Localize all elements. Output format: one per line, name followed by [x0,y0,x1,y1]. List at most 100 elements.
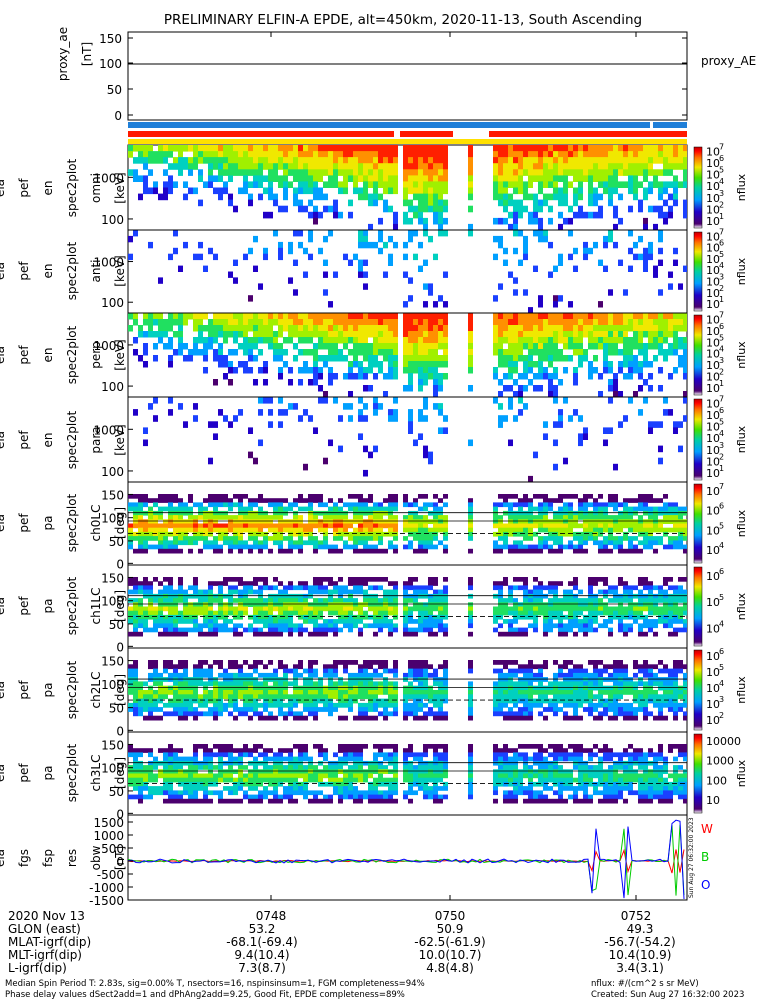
energy-cell [563,343,568,350]
pa-cell [328,519,333,524]
pa-cell [588,593,593,599]
pa-cell [163,660,168,665]
energy-cell [193,403,198,410]
pa-cell [293,598,298,603]
energy-cell [438,187,443,195]
energy-cell [568,253,573,261]
energy-cell [653,325,658,332]
energy-cell [658,331,663,338]
pa-cell [373,707,378,712]
pa-cell [138,502,143,508]
pa-cell [423,619,428,624]
energy-cell [433,379,438,386]
pa-cell [178,585,183,591]
pa-cell [148,664,153,670]
energy-cell [438,199,443,207]
pa-cell [178,502,183,508]
pa-cell [223,677,228,682]
pa-cell [603,515,608,520]
energy-cell [313,169,318,176]
energy-cell [578,415,583,422]
energy-cell [338,337,343,344]
energy-cell [658,211,663,219]
pa-cell [143,606,148,612]
pa-cell [263,606,268,612]
pa-cell [418,627,423,633]
pa-cell [283,598,288,603]
energy-cell [418,145,423,152]
pa-cell [663,515,668,520]
energy-cell [283,205,288,213]
energy-cell [608,337,613,344]
pa-cell [508,585,513,591]
pa-cell [298,627,303,633]
pa-cell [303,698,308,704]
pa-cell [243,544,248,550]
energy-cell [383,151,388,158]
pa-cell [653,498,658,503]
pa-cell [618,577,623,582]
pa-cell [423,548,428,554]
energy-cell [273,313,278,320]
energy-cell [323,331,328,338]
energy-cell [408,199,413,207]
energy-cell [578,151,583,158]
pa-cell [338,610,343,616]
energy-cell [203,157,208,164]
energy-cell [678,325,683,332]
pa-cell [143,614,148,620]
energy-cell [363,313,368,320]
pa-cell [363,602,368,607]
energy-cell [498,361,503,368]
pa-cell [533,585,538,591]
energy-cell [558,349,563,356]
pa-cell [643,585,648,591]
energy-cell [373,355,378,362]
pa-cell [178,619,183,624]
energy-cell [658,151,663,158]
energy-cell [243,319,248,326]
energy-cell [683,313,687,320]
pa-cell [628,598,633,603]
energy-cell [498,235,503,243]
energy-cell [553,391,558,398]
energy-cell [308,145,313,152]
pa-cell [443,585,448,591]
energy-cell [263,187,268,195]
pa-cell [363,519,368,524]
pa-cell [508,610,513,616]
energy-cell [373,163,378,170]
pa-cell [578,627,583,633]
energy-cell [153,319,158,326]
pa-cell [143,707,148,712]
pa-cell [253,631,258,637]
pa-cell [343,598,348,603]
energy-cell [583,211,588,219]
pa-cell [228,681,233,687]
pa-cell [263,536,268,541]
energy-cell [273,169,278,176]
pa-cell [423,515,428,520]
pa-cell [253,694,258,700]
energy-cell [618,259,623,266]
energy-cell [593,313,598,320]
energy-cell [438,403,443,410]
pa-cell [138,690,143,695]
pa-cell [208,698,213,704]
energy-cell [128,151,133,158]
pa-cell [333,602,338,607]
energy-cell [263,367,268,374]
energy-cell [438,427,443,434]
pa-cell [143,702,148,708]
pa-cell [153,672,158,678]
pa-cell [393,694,398,700]
pa-cell [198,548,203,554]
pa-cell [433,602,438,607]
energy-cell [648,421,653,428]
energy-cell [278,373,283,380]
pa-cell [368,614,373,620]
pa-cell [268,698,273,704]
pa-cell [568,598,573,603]
pa-cell [198,502,203,508]
pa-cell [678,519,683,524]
